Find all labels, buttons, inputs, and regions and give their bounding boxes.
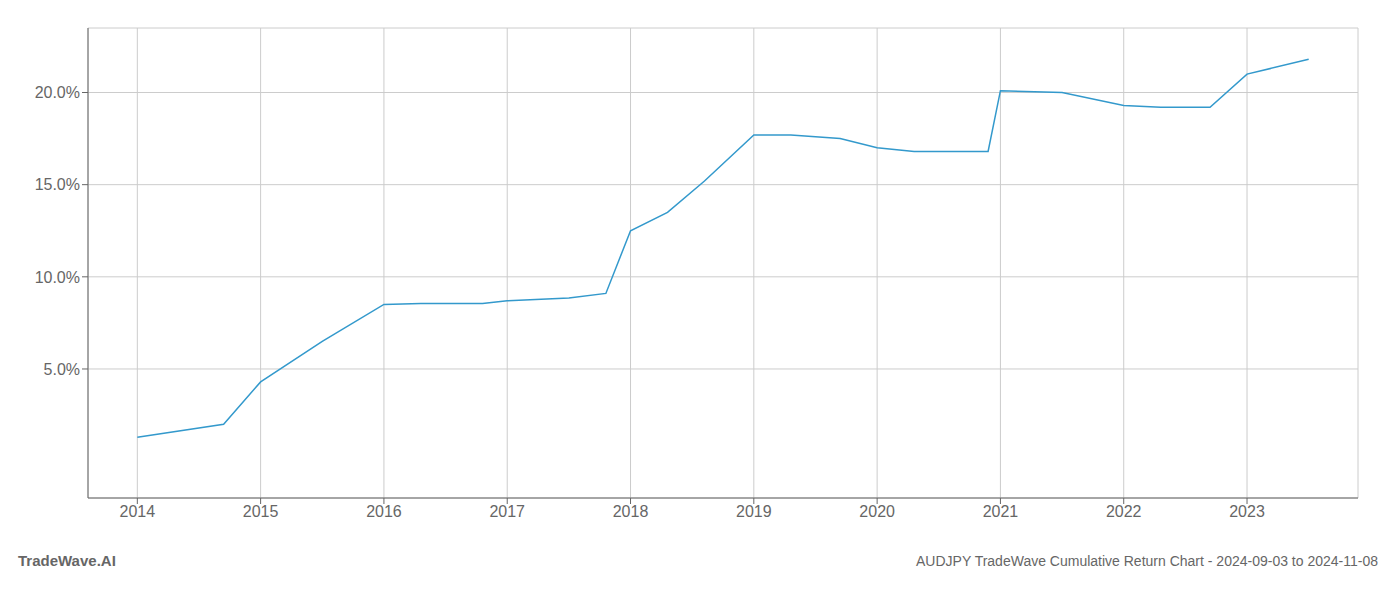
svg-text:2014: 2014 xyxy=(120,503,156,520)
html-text:TradeWave.AI: TradeWave.AI xyxy=(18,552,116,569)
html-text:AUDJPY TradeWave Cumulative Re: AUDJPY TradeWave Cumulative Return Chart… xyxy=(916,553,1378,569)
svg-text:10.0%: 10.0% xyxy=(35,269,80,286)
svg-text:2015: 2015 xyxy=(243,503,279,520)
svg-text:2019: 2019 xyxy=(736,503,772,520)
svg-text:15.0%: 15.0% xyxy=(35,176,80,193)
svg-text:2016: 2016 xyxy=(366,503,402,520)
svg-text:20.0%: 20.0% xyxy=(35,84,80,101)
svg-text:2017: 2017 xyxy=(489,503,525,520)
svg-text:2018: 2018 xyxy=(613,503,649,520)
svg-text:2023: 2023 xyxy=(1229,503,1265,520)
svg-text:5.0%: 5.0% xyxy=(44,361,80,378)
svg-text:2022: 2022 xyxy=(1106,503,1142,520)
svg-text:2021: 2021 xyxy=(983,503,1019,520)
svg-text:2020: 2020 xyxy=(859,503,895,520)
